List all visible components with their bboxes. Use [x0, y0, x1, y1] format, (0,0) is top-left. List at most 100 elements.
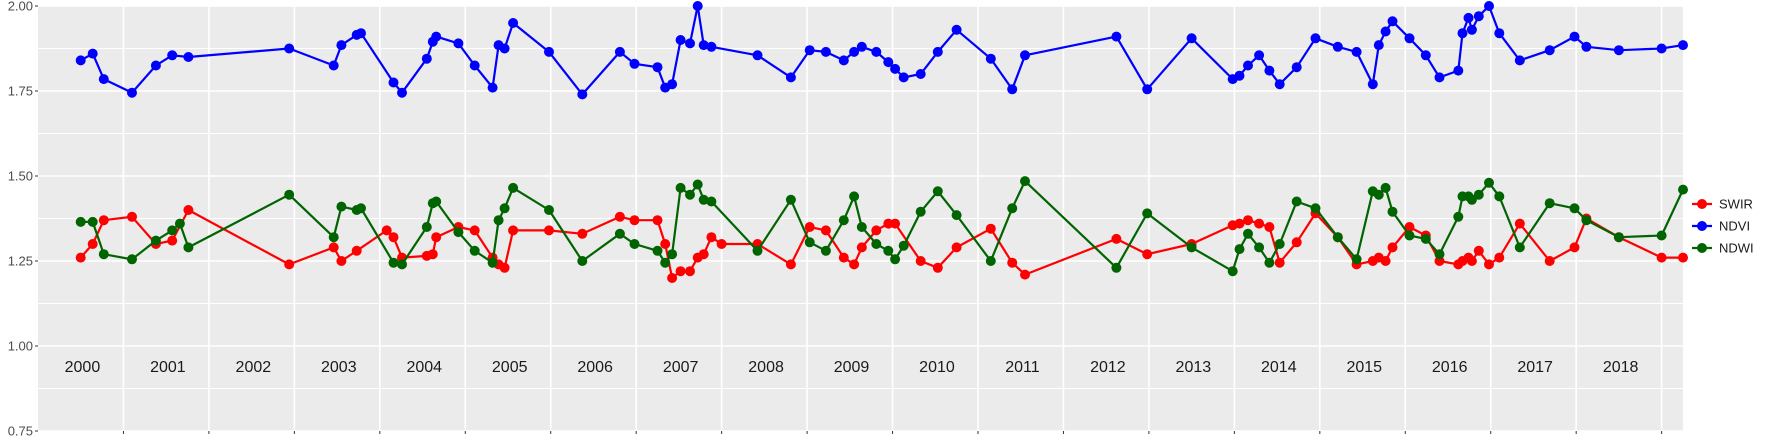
data-point-ndwi: [1484, 177, 1494, 188]
y-tick-label: 1.50: [8, 169, 33, 184]
data-point-ndvi: [752, 50, 763, 61]
data-point-swir: [499, 262, 510, 273]
data-point-swir: [1678, 252, 1688, 263]
data-point-ndvi: [1544, 45, 1555, 56]
data-point-ndwi: [785, 194, 796, 205]
data-point-ndwi: [1227, 266, 1238, 277]
data-point-ndvi: [397, 87, 407, 98]
data-point-ndwi: [183, 242, 194, 253]
data-point-swir: [284, 259, 295, 270]
data-point-ndwi: [706, 196, 717, 207]
data-point-ndvi: [1274, 79, 1285, 90]
legend-key-point: [1697, 199, 1707, 209]
year-label: 2016: [1432, 359, 1468, 376]
data-point-swir: [685, 266, 695, 277]
data-point-ndwi: [1007, 203, 1018, 214]
data-point-swir: [660, 239, 671, 249]
data-point-ndvi: [1234, 70, 1245, 81]
data-point-ndvi: [1473, 11, 1484, 22]
data-point-ndwi: [328, 232, 339, 243]
data-point-ndwi: [898, 240, 909, 251]
data-point-ndwi: [493, 215, 504, 226]
data-point-ndvi: [685, 38, 695, 49]
data-point-swir: [1007, 257, 1018, 268]
data-point-ndvi: [544, 46, 554, 57]
data-point-swir: [167, 235, 178, 246]
year-label: 2018: [1603, 359, 1639, 376]
data-point-swir: [1514, 218, 1525, 229]
data-point-ndvi: [614, 46, 625, 57]
data-point-ndvi: [706, 41, 717, 52]
series-group: [75, 1, 1688, 283]
data-point-swir: [804, 222, 815, 232]
year-label: 2017: [1517, 359, 1553, 376]
data-point-ndwi: [431, 196, 442, 207]
data-point-swir: [1264, 222, 1275, 232]
year-label: 2012: [1090, 359, 1126, 376]
data-point-ndwi: [660, 257, 671, 268]
data-point-ndwi: [1453, 211, 1464, 222]
data-point-ndwi: [820, 245, 831, 256]
grid-lines: [38, 5, 1683, 432]
data-point-ndvi: [951, 24, 962, 35]
data-point-ndwi: [1243, 228, 1253, 239]
year-label: 2007: [663, 359, 699, 376]
data-point-ndwi: [1494, 191, 1505, 202]
data-point-ndvi: [652, 62, 663, 73]
data-point-ndwi: [985, 256, 996, 266]
data-point-ndwi: [1351, 254, 1362, 265]
data-point-ndwi: [1380, 182, 1391, 193]
data-point-ndvi: [1020, 50, 1030, 61]
data-point-ndvi: [856, 41, 867, 52]
year-label: 2015: [1346, 359, 1382, 376]
data-point-ndwi: [1291, 196, 1302, 207]
data-point-ndvi: [1351, 46, 1362, 57]
data-point-ndvi: [849, 46, 860, 57]
data-point-swir: [1243, 215, 1253, 226]
data-point-ndwi: [849, 191, 860, 202]
year-label: 2008: [748, 359, 784, 376]
data-point-ndwi: [1111, 262, 1122, 273]
year-label: 2006: [577, 359, 613, 376]
data-point-swir: [381, 225, 392, 236]
data-point-ndwi: [1020, 176, 1030, 187]
data-point-ndwi: [692, 179, 703, 190]
data-point-ndwi: [499, 203, 510, 214]
data-point-ndvi: [1332, 41, 1343, 52]
data-point-ndvi: [890, 63, 901, 74]
data-point-ndvi: [667, 79, 678, 90]
data-point-ndvi: [421, 53, 432, 64]
data-point-ndwi: [804, 237, 815, 248]
data-point-swir: [183, 205, 194, 215]
data-point-swir: [336, 256, 347, 266]
year-label: 2004: [406, 359, 442, 376]
data-point-ndwi: [1264, 257, 1275, 268]
data-point-ndwi: [871, 239, 882, 249]
data-point-swir: [351, 245, 362, 256]
data-point-ndvi: [1310, 33, 1321, 44]
data-point-swir: [127, 211, 137, 222]
data-point-swir: [1380, 256, 1391, 266]
data-point-ndwi: [890, 254, 901, 265]
data-point-swir: [1387, 242, 1398, 253]
data-point-ndvi: [1291, 62, 1302, 73]
data-point-ndvi: [1613, 45, 1624, 56]
data-point-ndvi: [1494, 28, 1505, 39]
data-point-ndwi: [1234, 244, 1245, 255]
data-point-ndwi: [127, 254, 137, 265]
data-point-ndvi: [328, 60, 339, 71]
year-label: 2011: [1005, 359, 1040, 376]
data-point-ndvi: [1434, 72, 1445, 83]
data-point-ndvi: [75, 55, 86, 66]
data-point-ndvi: [336, 40, 347, 51]
data-point-ndwi: [667, 249, 678, 260]
legend: SWIR NDVI NDWI: [1692, 197, 1754, 256]
legend-item-ndwi: NDWI: [1692, 241, 1754, 256]
data-point-ndvi: [692, 1, 703, 11]
year-label: 2010: [919, 359, 955, 376]
data-point-ndwi: [1434, 249, 1445, 260]
year-label: 2013: [1176, 359, 1212, 376]
data-point-swir: [508, 225, 519, 236]
data-point-ndwi: [856, 222, 867, 232]
legend-label: NDVI: [1719, 219, 1750, 234]
